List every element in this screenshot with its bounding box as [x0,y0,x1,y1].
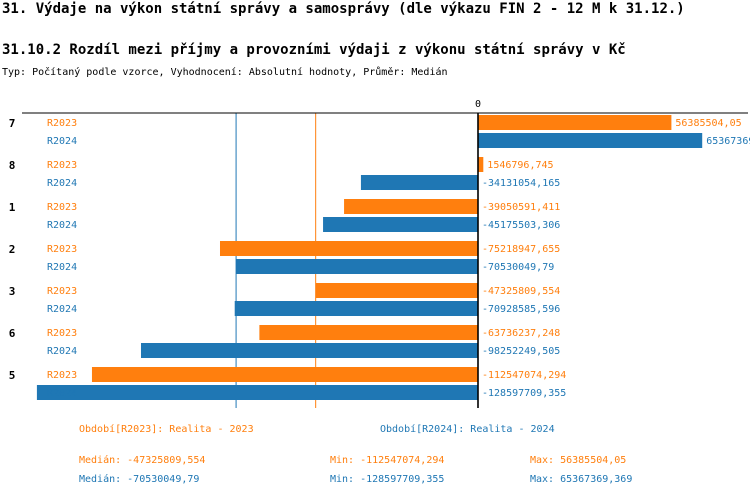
data-label: -128597709,355 [482,388,566,399]
bar-r2024 [234,301,478,316]
series-label: R2024 [47,346,77,357]
legend-r2023: Období[R2023]: Realita - 2023 [79,424,254,435]
bar-r2023 [344,199,478,214]
bar-r2023 [478,157,484,172]
min-r2023: Min: -112547074,294 [330,455,445,466]
data-label: -45175503,306 [482,220,560,231]
bar-r2023 [315,283,478,298]
series-label: R2024 [47,178,77,189]
data-label: 56385504,05 [675,118,741,129]
series-label: R2024 [47,304,77,315]
series-label: R2023 [47,370,77,381]
bar-r2024 [36,385,479,400]
data-label: -112547074,294 [482,370,566,381]
data-label: -47325809,554 [482,286,560,297]
chart-type-info: Typ: Počítaný podle vzorce, Vyhodnocení:… [2,67,448,78]
series-label: R2023 [47,160,77,171]
zero-tick-label: 0 [475,99,481,110]
median-r2024: Medián: -70530049,79 [79,474,200,485]
bar-r2024 [360,175,478,190]
bar-r2024 [478,133,703,148]
legend-r2024: Období[R2024]: Realita - 2024 [380,424,555,435]
chart-title: 31.10.2 Rozdíl mezi příjmy a provozními … [2,42,626,58]
bar-chart: 7 R2023 56385504,05 R2024 65367369,36 8 R2023 1… [9,99,750,408]
max-r2023: Max: 56385504,05 [530,455,627,466]
bar-r2023 [259,325,478,340]
data-label: 1546796,745 [487,160,553,171]
max-r2024: Max: 65367369,369 [530,474,633,485]
series-label: R2023 [47,202,77,213]
data-label: 65367369,36 [706,136,750,147]
data-label: -70530049,79 [482,262,554,273]
series-label: R2023 [47,328,77,339]
series-label: R2023 [47,118,77,129]
series-label: R2023 [47,286,77,297]
data-label: -98252249,505 [482,346,560,357]
series-label: R2024 [47,262,77,273]
series-label: R2024 [47,136,77,147]
min-r2024: Min: -128597709,355 [330,474,445,485]
median-r2023: Medián: -47325809,554 [79,455,206,466]
data-label: -75218947,655 [482,244,560,255]
bar-r2023 [478,115,672,130]
bar-r2024 [140,343,478,358]
data-label: -70928585,596 [482,304,560,315]
series-label: R2023 [47,244,77,255]
data-label: -63736237,248 [482,328,560,339]
category-label: 8 [9,159,16,172]
series-label: R2024 [47,220,77,231]
category-label: 6 [9,327,16,340]
category-label: 5 [9,369,16,382]
bar-r2023 [91,367,478,382]
category-label: 2 [9,243,16,256]
series-label: R2024 [47,388,77,399]
bar-r2024 [236,259,478,274]
category-label: 3 [9,285,16,298]
data-label: -39050591,411 [482,202,560,213]
bar-r2023 [219,241,478,256]
category-label: 1 [9,201,16,214]
data-label: -34131054,165 [482,178,560,189]
category-label: 7 [9,117,16,130]
bar-r2024 [323,217,478,232]
page-title: 31. Výdaje na výkon státní správy a samo… [2,1,685,17]
